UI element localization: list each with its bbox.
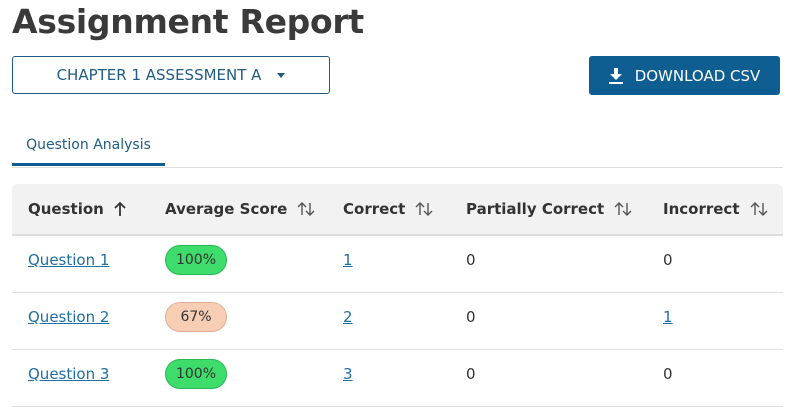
question-link[interactable]: Question 1 — [28, 251, 110, 269]
sort-icon — [614, 202, 632, 216]
download-icon — [608, 67, 623, 84]
column-header-correct[interactable]: Correct — [343, 184, 433, 234]
caret-down-icon — [277, 72, 286, 78]
page-title: Assignment Report — [12, 2, 364, 41]
average-score-badge: 67% — [165, 302, 227, 332]
column-header-label: Partially Correct — [466, 200, 605, 218]
tab-bar: Question Analysis — [12, 128, 783, 168]
column-header-partially-correct[interactable]: Partially Correct — [466, 184, 632, 234]
correct-count-link[interactable]: 2 — [343, 308, 353, 326]
assignment-dropdown[interactable]: CHAPTER 1 ASSESSMENT A — [12, 56, 330, 94]
question-link[interactable]: Question 2 — [28, 308, 110, 326]
average-score-badge: 100% — [165, 359, 227, 389]
incorrect-count: 0 — [663, 365, 673, 383]
partially-correct-count: 0 — [466, 251, 476, 269]
sort-icon — [297, 202, 315, 216]
download-csv-button[interactable]: DOWNLOAD CSV — [589, 56, 780, 95]
incorrect-count: 0 — [663, 251, 673, 269]
sort-icon — [415, 202, 433, 216]
question-link[interactable]: Question 3 — [28, 365, 110, 383]
partially-correct-count: 0 — [466, 308, 476, 326]
question-analysis-table: Question Average Score Correct — [12, 184, 783, 407]
column-header-label: Question — [28, 200, 104, 218]
sort-icon — [750, 202, 767, 216]
table-row: Question 3 100% 3 0 0 — [12, 350, 783, 407]
correct-count-link[interactable]: 1 — [343, 251, 353, 269]
column-header-question[interactable]: Question — [28, 184, 126, 234]
table-header: Question Average Score Correct — [12, 184, 783, 236]
column-header-label: Correct — [343, 200, 406, 218]
sort-ascending-icon — [114, 201, 126, 216]
assignment-dropdown-label: CHAPTER 1 ASSESSMENT A — [56, 66, 262, 84]
correct-count-link[interactable]: 3 — [343, 365, 353, 383]
download-csv-label: DOWNLOAD CSV — [634, 66, 761, 85]
partially-correct-count: 0 — [466, 365, 476, 383]
column-header-label: Incorrect — [663, 200, 740, 218]
table-row: Question 1 100% 1 0 0 — [12, 236, 783, 293]
table-row: Question 2 67% 2 0 1 — [12, 293, 783, 350]
average-score-badge: 100% — [165, 245, 227, 275]
tab-question-analysis[interactable]: Question Analysis — [12, 128, 165, 166]
column-header-label: Average Score — [165, 200, 288, 218]
incorrect-count-link[interactable]: 1 — [663, 308, 673, 326]
column-header-average-score[interactable]: Average Score — [165, 184, 315, 234]
column-header-incorrect[interactable]: Incorrect — [663, 184, 768, 234]
